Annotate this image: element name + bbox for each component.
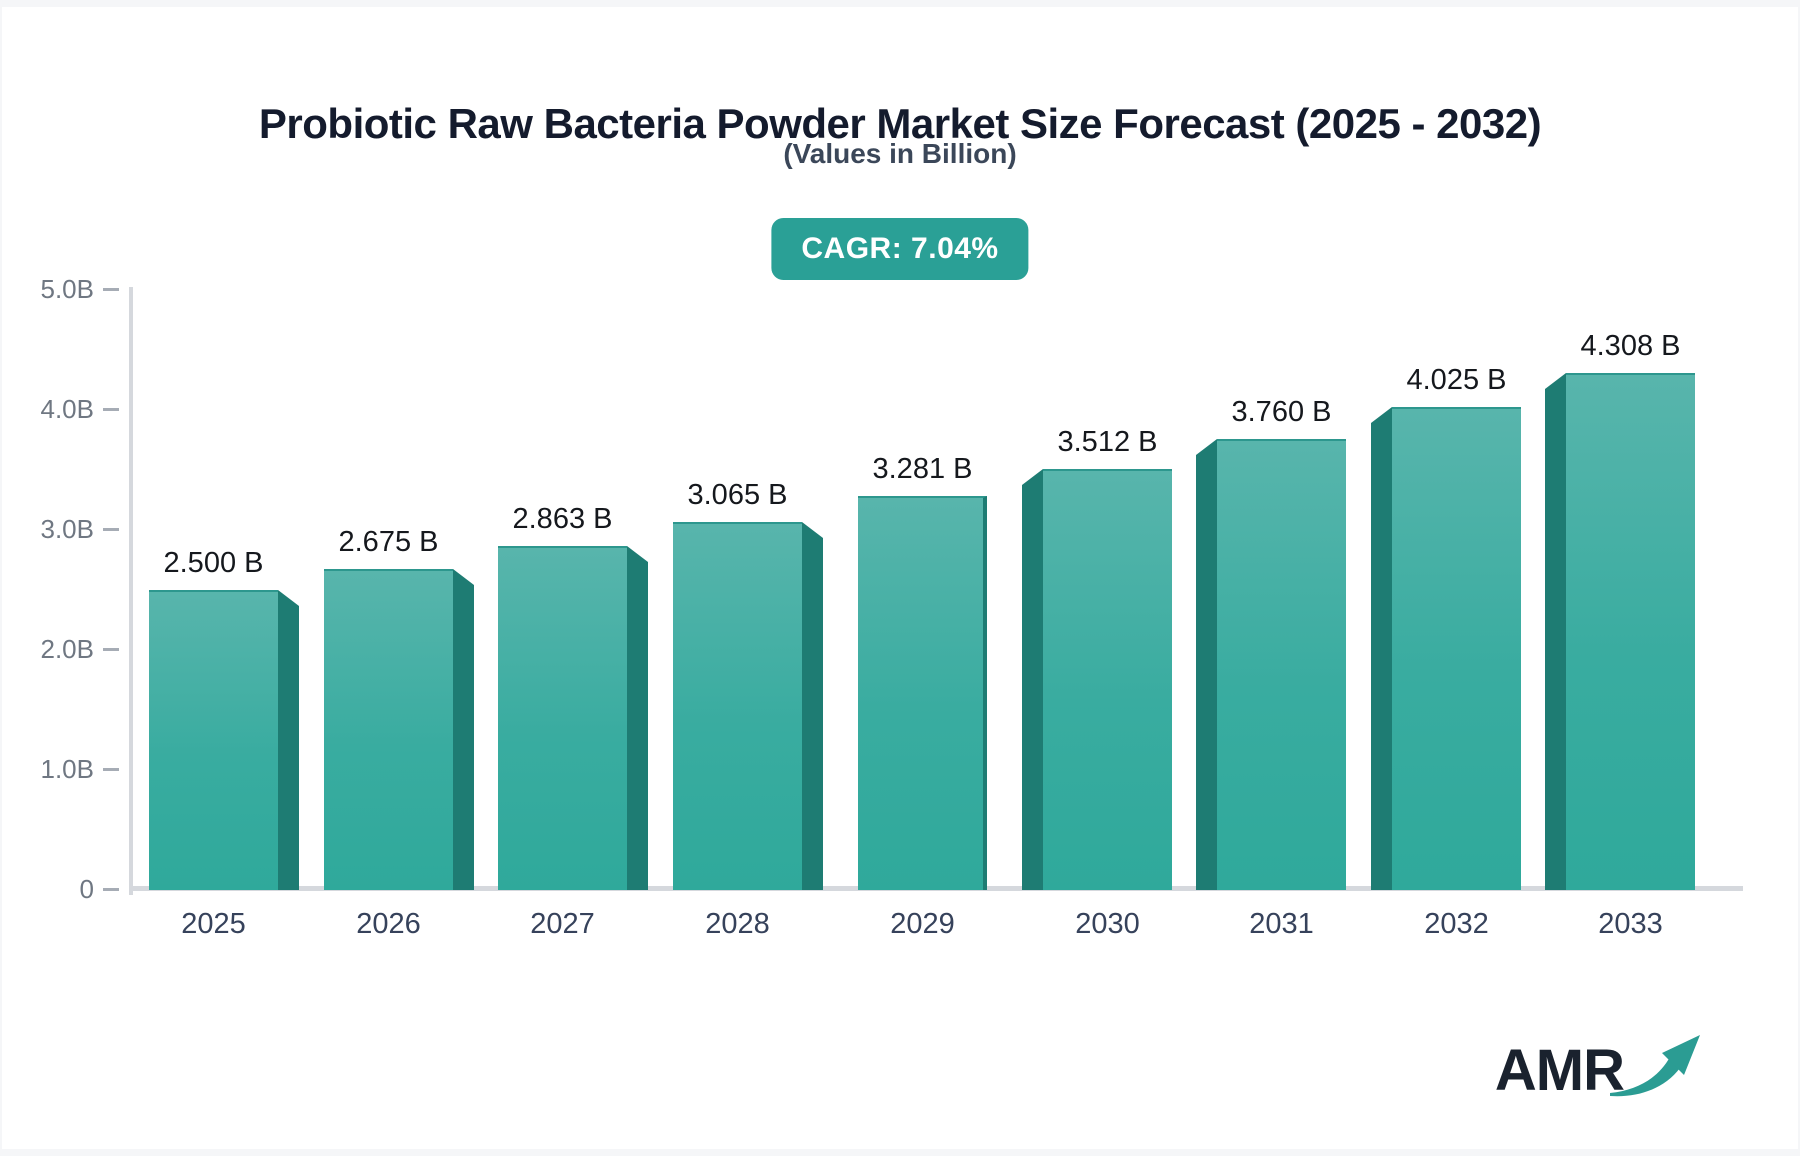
bar-side-panel — [1196, 439, 1217, 890]
bar — [1545, 373, 1695, 890]
y-tick-label: 0 — [79, 874, 94, 904]
y-tick-label: 4.0B — [40, 394, 95, 424]
bar-value-label: 4.308 B — [1580, 330, 1681, 362]
x-tick-label: 2031 — [1249, 908, 1314, 940]
bar-side-panel — [802, 522, 823, 890]
bar-value-label: 3.760 B — [1231, 396, 1332, 428]
y-tick-label: 5.0B — [40, 274, 95, 304]
amr-logo-text: AMR — [1494, 1038, 1625, 1103]
bar-face — [324, 569, 453, 890]
bar-value-label: 3.281 B — [872, 453, 973, 485]
y-tick-label: 3.0B — [40, 514, 95, 544]
bar — [1371, 407, 1521, 890]
x-tick-label: 2029 — [890, 908, 955, 940]
y-tick-label: 2.0B — [40, 634, 95, 664]
bar-face — [1566, 373, 1695, 890]
y-axis-tick — [103, 888, 119, 891]
bar — [498, 546, 648, 890]
bar-face — [673, 522, 802, 890]
bar-side-panel — [1022, 469, 1043, 890]
bar-value-label: 3.065 B — [687, 479, 788, 511]
x-tick-label: 2026 — [356, 908, 421, 940]
bar-value-label: 4.025 B — [1406, 364, 1507, 396]
x-tick-label: 2033 — [1598, 908, 1663, 940]
bar-face — [498, 546, 627, 890]
bar-side-panel — [278, 590, 299, 890]
bar-face — [858, 496, 987, 890]
bar — [149, 590, 299, 890]
bar-face — [149, 590, 278, 890]
bar-value-label: 3.512 B — [1057, 426, 1158, 458]
x-tick-label: 2030 — [1075, 908, 1140, 940]
bar-side-panel — [627, 546, 648, 890]
bar-value-label: 2.675 B — [338, 526, 439, 558]
bar — [324, 569, 474, 890]
chart-subtitle: (Values in Billion) — [783, 138, 1017, 169]
bar-face — [1392, 407, 1521, 890]
x-tick-label: 2032 — [1424, 908, 1489, 940]
bar — [673, 522, 823, 890]
bar-side-panel — [1545, 373, 1566, 890]
growth-arrow-icon — [1610, 1034, 1700, 1096]
x-tick-label: 2025 — [181, 908, 246, 940]
y-axis-tick — [103, 408, 119, 411]
x-tick-label: 2028 — [705, 908, 770, 940]
y-axis-tick — [103, 648, 119, 651]
y-axis-tick — [103, 288, 119, 291]
bar — [1196, 439, 1346, 890]
bar — [1022, 469, 1172, 890]
x-tick-label: 2027 — [530, 908, 595, 940]
y-axis-tick — [103, 768, 119, 771]
bar-face — [1043, 469, 1172, 890]
y-axis-line — [129, 287, 133, 895]
bar-side-panel — [453, 569, 474, 890]
bar-side-panel — [1371, 407, 1392, 890]
chart-title: Probiotic Raw Bacteria Powder Market Siz… — [258, 100, 1542, 148]
amr-logo: AMR — [1494, 1034, 1704, 1104]
y-tick-label: 1.0B — [40, 754, 95, 784]
cagr-badge: CAGR: 7.04% — [771, 218, 1029, 280]
bar — [847, 496, 997, 890]
y-axis-tick — [103, 528, 119, 531]
bar-value-label: 2.500 B — [163, 547, 264, 579]
bar-face — [1217, 439, 1346, 890]
bar-value-label: 2.863 B — [512, 503, 613, 535]
